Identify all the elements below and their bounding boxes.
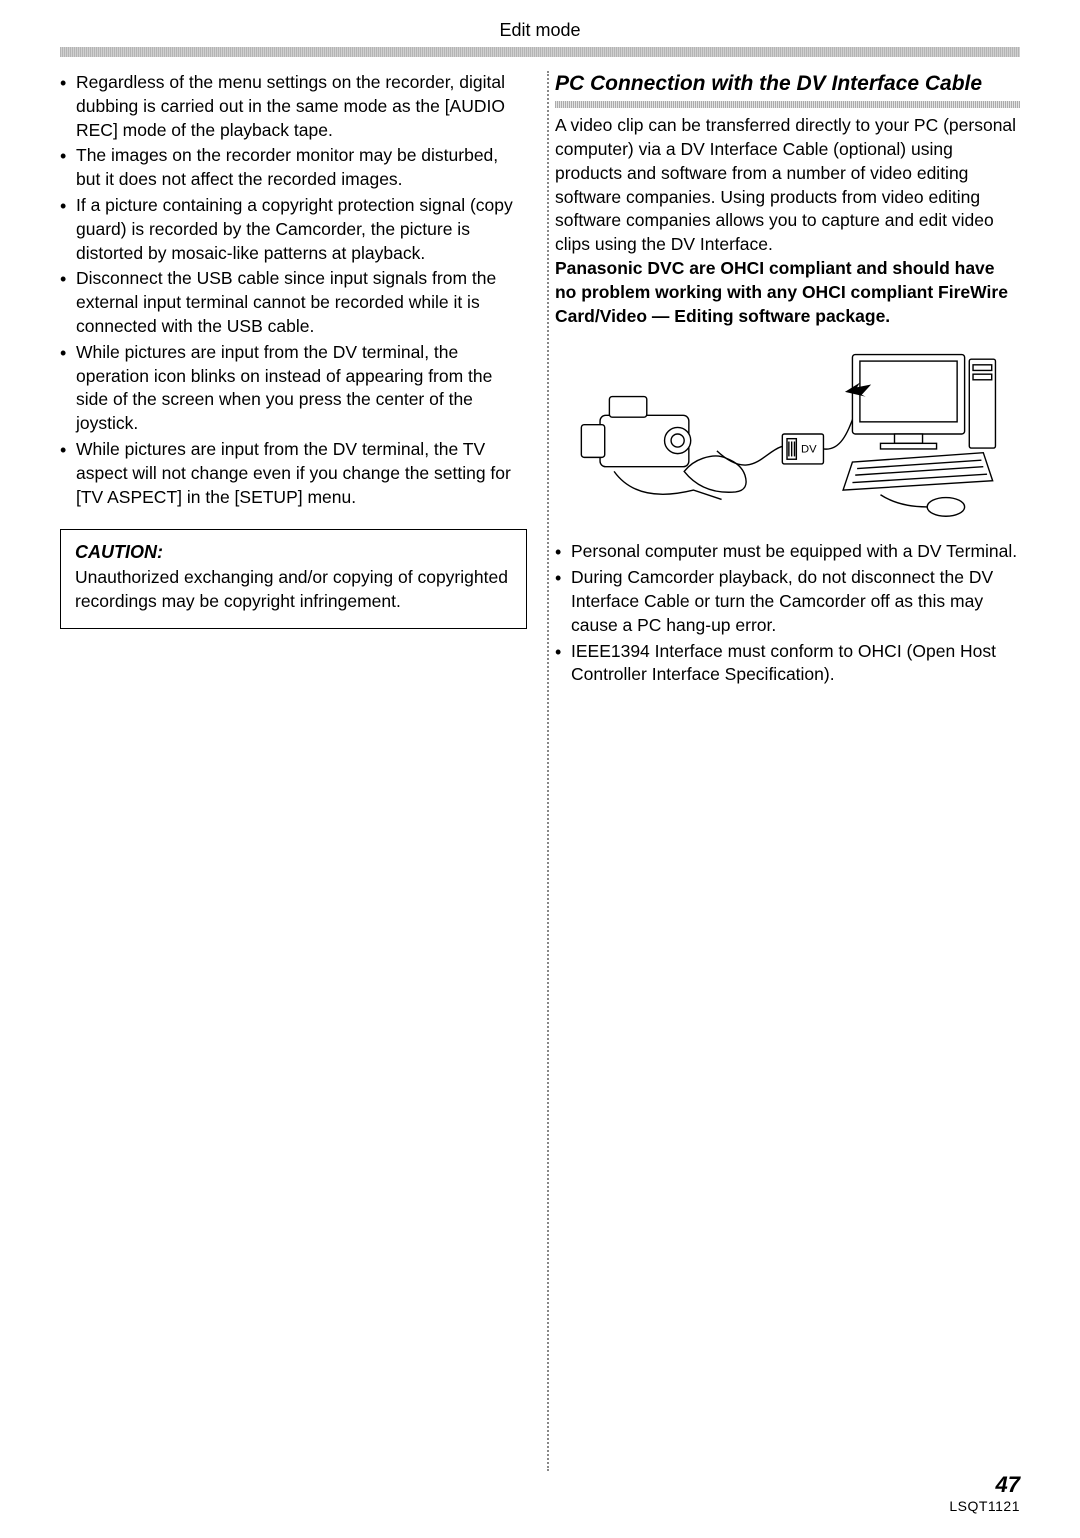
list-item: While pictures are input from the DV ter… — [60, 438, 527, 509]
header-divider — [60, 47, 1020, 57]
list-item: Regardless of the menu settings on the r… — [60, 71, 527, 142]
page-root: Edit mode Regardless of the menu setting… — [0, 0, 1080, 1471]
list-item: During Camcorder playback, do not discon… — [555, 566, 1020, 637]
caution-box: CAUTION: Unauthorized exchanging and/or … — [60, 529, 527, 628]
two-column-layout: Regardless of the menu settings on the r… — [60, 71, 1020, 1471]
section-divider — [555, 101, 1020, 108]
page-footer: 47 LSQT1121 — [949, 1472, 1020, 1514]
left-bullet-list: Regardless of the menu settings on the r… — [60, 71, 527, 509]
camcorder-pc-diagram-icon: DV — [572, 334, 1002, 534]
list-item: If a picture containing a copyright prot… — [60, 194, 527, 265]
caution-body: Unauthorized exchanging and/or copying o… — [75, 566, 512, 613]
dv-label: DV — [802, 444, 818, 456]
dv-connection-illustration: DV — [555, 334, 1020, 534]
list-item: While pictures are input from the DV ter… — [60, 341, 527, 436]
caution-title: CAUTION: — [75, 542, 512, 563]
list-item: Personal computer must be equipped with … — [555, 540, 1020, 564]
document-code: LSQT1121 — [949, 1498, 1020, 1514]
edit-mode-header: Edit mode — [60, 20, 1020, 41]
right-bullet-list: Personal computer must be equipped with … — [555, 540, 1020, 687]
right-column: PC Connection with the DV Interface Cabl… — [547, 71, 1020, 1471]
list-item: The images on the recorder monitor may b… — [60, 144, 527, 192]
page-number: 47 — [949, 1472, 1020, 1498]
left-column: Regardless of the menu settings on the r… — [60, 71, 533, 1471]
bold-note: Panasonic DVC are OHCI compliant and sho… — [555, 257, 1020, 328]
list-item: IEEE1394 Interface must conform to OHCI … — [555, 640, 1020, 688]
list-item: Disconnect the USB cable since input sig… — [60, 267, 527, 338]
intro-paragraph: A video clip can be transferred directly… — [555, 114, 1020, 257]
section-title: PC Connection with the DV Interface Cabl… — [555, 71, 1020, 97]
